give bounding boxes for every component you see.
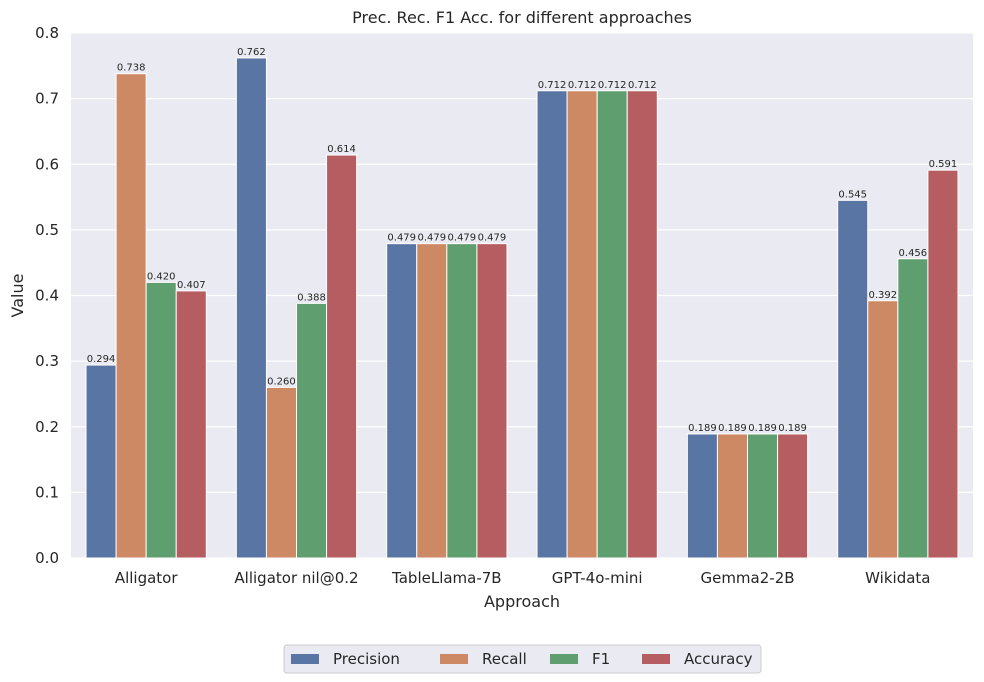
x-tick-label: Wikidata [865,569,930,587]
bar-data-label: 0.479 [387,233,416,244]
y-tick-label: 0.2 [35,418,59,436]
bar-data-label: 0.388 [297,292,326,303]
bar-data-label: 0.189 [688,423,717,434]
legend-swatch-precision [291,654,319,664]
legend-label: Precision [333,650,400,668]
bar-f1-3 [596,90,628,559]
bar-f1-5 [897,258,929,559]
bar-accuracy-2 [476,243,508,559]
y-tick-label: 0.7 [35,90,59,108]
y-tick-label: 0.8 [35,24,59,42]
y-tick-label: 0.3 [35,352,59,370]
bar-data-label: 0.479 [417,233,446,244]
chart-title: Prec. Rec. F1 Acc. for different approac… [352,8,692,27]
bar-precision-4 [686,433,718,559]
bar-data-label: 0.479 [478,233,507,244]
x-tick-label: Alligator [115,569,179,587]
bar-data-label: 0.712 [598,80,627,91]
bar-accuracy-1 [326,154,358,559]
bar-data-label: 0.260 [267,376,296,387]
legend-swatch-recall [440,654,468,664]
legend-label: F1 [592,650,610,668]
bar-f1-1 [296,302,328,559]
bar-recall-3 [566,90,598,559]
y-tick-label: 0.1 [35,483,59,501]
legend-swatch-accuracy [642,654,670,664]
bar-accuracy-5 [927,169,959,559]
x-tick-label: Alligator nil@0.2 [234,569,358,587]
bar-data-label: 0.189 [748,423,777,434]
bars [85,57,959,559]
bar-data-label: 0.591 [929,159,958,170]
bar-data-label: 0.189 [718,423,747,434]
legend-label: Accuracy [684,650,753,668]
y-tick-label: 0.5 [35,221,59,239]
bar-precision-2 [386,243,418,559]
legend-swatch-f1 [550,654,578,664]
bar-data-label: 0.614 [327,144,356,155]
x-axis-label: Approach [484,592,560,611]
bar-recall-2 [416,243,448,559]
legend: Precision Recall F1 Accuracy [283,644,762,674]
bar-data-label: 0.420 [147,271,176,282]
legend-label: Recall [482,650,527,668]
legend-box [283,644,762,674]
bar-precision-5 [837,199,869,559]
bar-data-label: 0.762 [237,47,266,58]
bar-data-label: 0.479 [448,233,477,244]
bar-precision-1 [235,57,267,559]
bar-data-label: 0.392 [868,290,897,301]
bar-precision-3 [536,90,568,559]
bar-accuracy-3 [626,90,658,559]
bar-data-label: 0.456 [899,248,928,259]
y-axis-ticks: 0.0 0.1 0.2 0.3 0.4 0.5 0.6 0.7 0.8 [35,24,59,567]
bar-recall-0 [115,73,147,559]
bar-data-label: 0.738 [117,63,146,74]
y-tick-label: 0.4 [35,287,59,305]
bar-data-label: 0.294 [87,354,116,365]
bar-f1-4 [747,433,779,559]
bar-data-label: 0.189 [778,423,807,434]
x-axis-ticks: Alligator Alligator nil@0.2 TableLlama-7B G… [115,569,931,587]
bar-data-label: 0.712 [538,80,567,91]
bar-precision-0 [85,364,117,559]
y-axis-label: Value [8,274,27,318]
bar-recall-4 [716,433,749,559]
bar-data-label: 0.712 [568,80,597,91]
grid-lines [71,32,973,559]
x-tick-label: GPT-4o-mini [552,569,643,587]
bar-recall-1 [265,386,297,559]
bar-f1-0 [145,281,177,559]
bar-f1-2 [446,243,478,559]
bar-accuracy-4 [777,433,809,559]
bar-accuracy-0 [175,290,207,559]
bar-recall-5 [867,300,899,559]
y-tick-label: 0.6 [35,155,59,173]
bar-data-label: 0.545 [838,189,867,200]
x-tick-label: Gemma2-2B [700,569,794,587]
bar-data-label: 0.407 [177,280,206,291]
y-tick-label: 0.0 [35,549,59,567]
bar-data-label: 0.712 [628,80,657,91]
x-tick-label: TableLlama-7B [391,569,502,587]
